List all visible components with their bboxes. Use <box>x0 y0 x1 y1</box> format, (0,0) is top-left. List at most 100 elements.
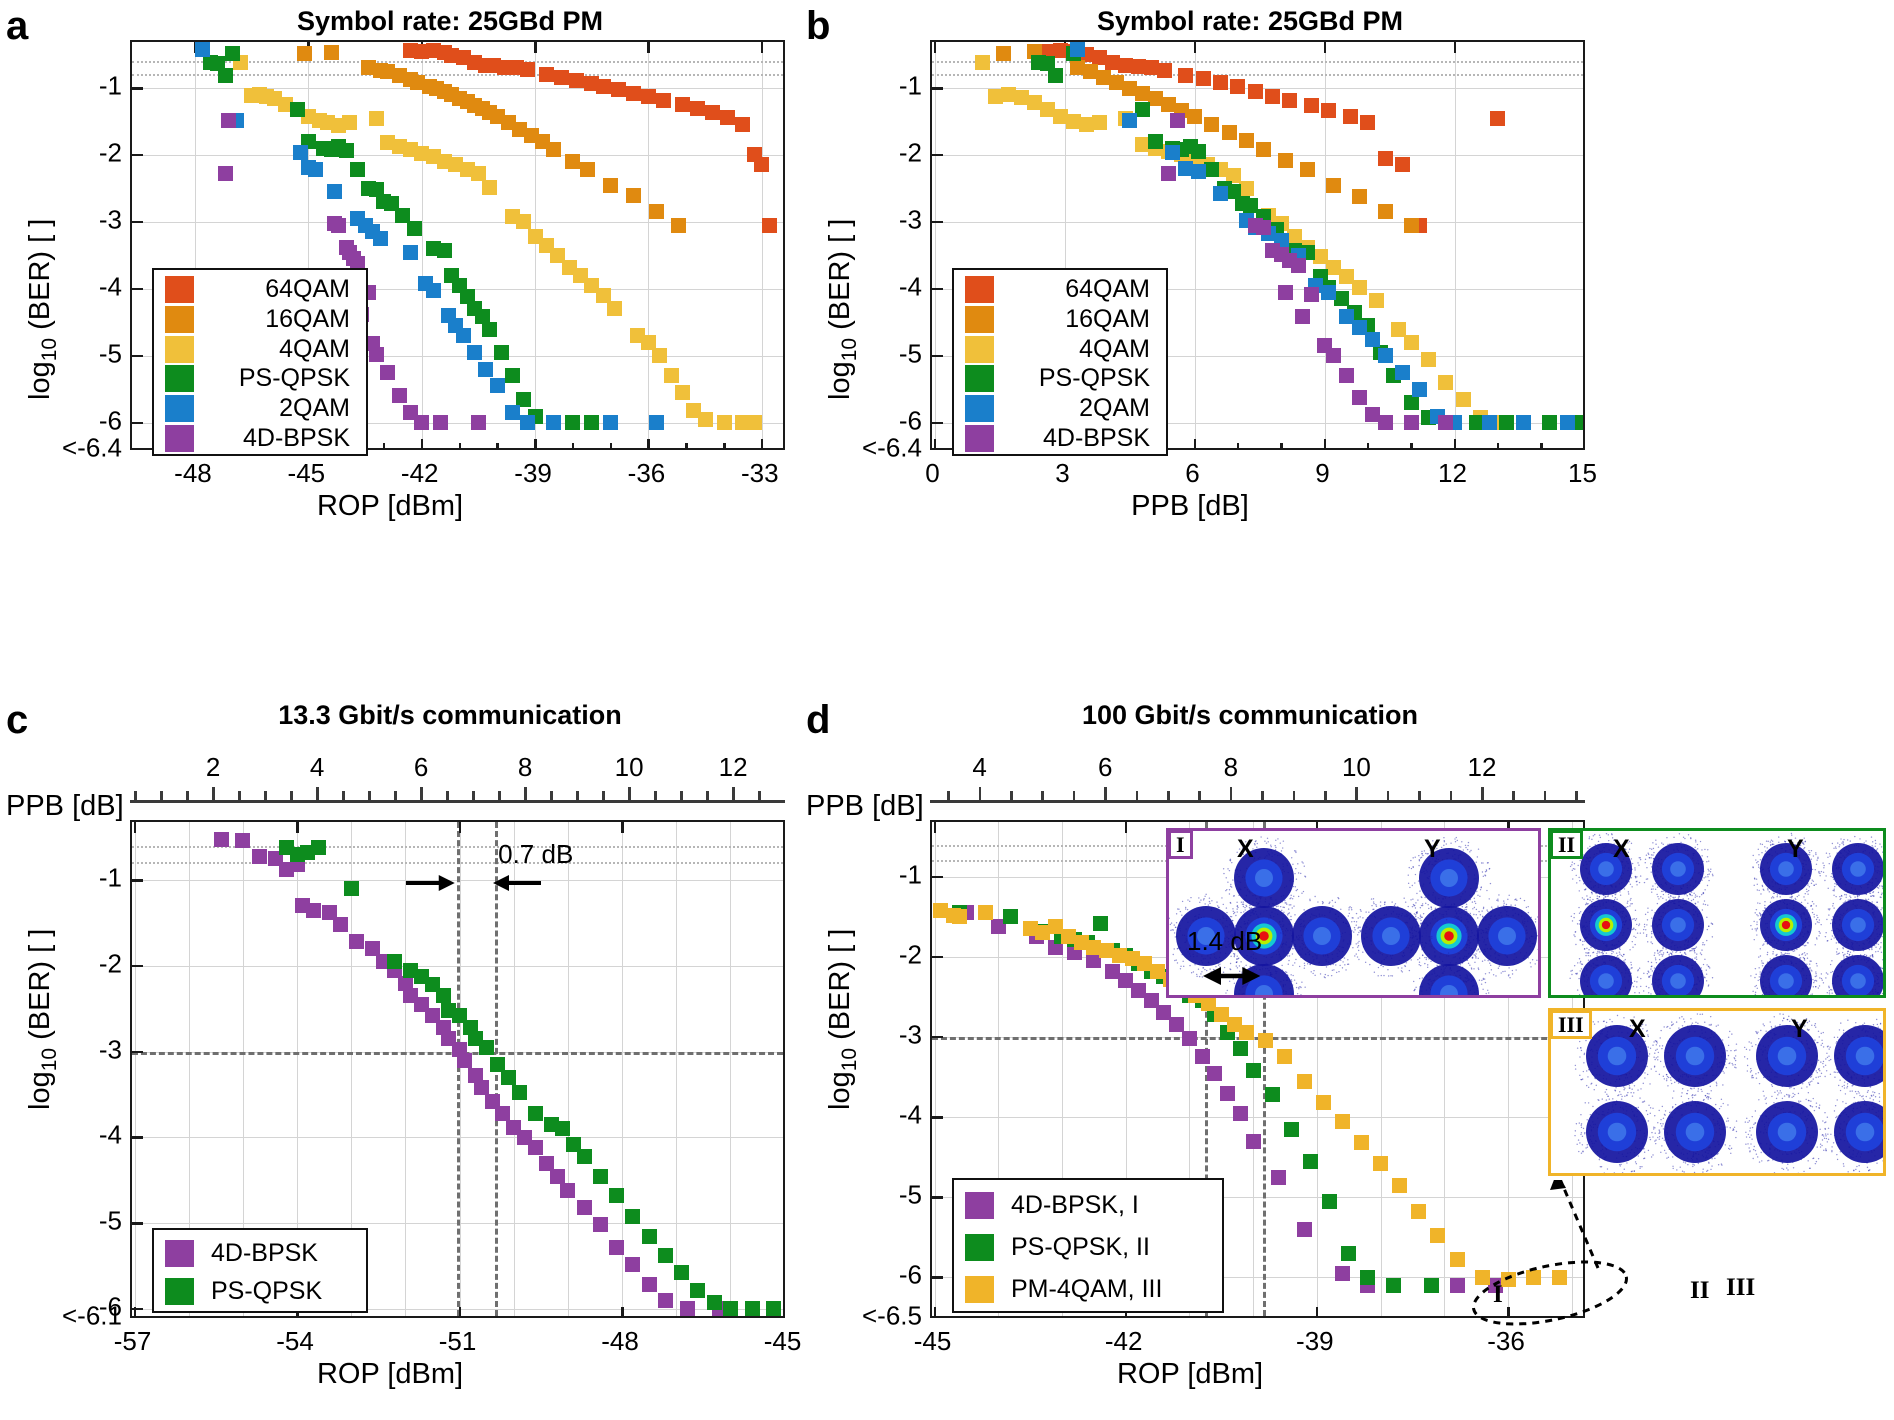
y-tickmark <box>932 1116 943 1119</box>
x-tick-label: 0 <box>925 458 939 489</box>
x-tickmark-top <box>934 42 937 53</box>
inset-y-pol-label: Y <box>1791 1015 1808 1044</box>
data-marker <box>1256 220 1271 235</box>
data-marker <box>1191 144 1206 159</box>
data-marker <box>1248 84 1263 99</box>
data-marker <box>675 385 690 400</box>
top-axis-minor-tick <box>550 791 553 800</box>
top-axis-minor-tick <box>947 791 950 800</box>
data-marker <box>1271 1170 1286 1185</box>
legend-label: 4D-BPSK <box>211 1239 318 1268</box>
legend-swatch <box>965 336 994 363</box>
data-marker <box>214 832 229 847</box>
data-marker <box>297 46 312 61</box>
data-marker <box>392 388 407 403</box>
gridline-v <box>676 822 677 1316</box>
data-marker <box>1246 1134 1261 1149</box>
data-marker <box>996 46 1011 61</box>
y-tickmark <box>132 87 143 90</box>
data-marker <box>471 415 486 430</box>
panel-d-label: d <box>806 700 830 740</box>
top-axis-tick-label: 10 <box>1342 752 1371 783</box>
y-tick-label: -2 <box>810 137 922 168</box>
legend-label: 16QAM <box>194 305 350 334</box>
y-tickmark <box>932 154 943 157</box>
x-minor-tickmark <box>1410 443 1413 450</box>
data-marker <box>656 93 671 108</box>
constellation-plot <box>1551 831 1886 998</box>
data-marker <box>705 105 720 120</box>
x-minor-tickmark <box>1497 443 1500 450</box>
legend-label: 64QAM <box>994 275 1150 304</box>
data-marker <box>1542 415 1557 430</box>
gridline-v <box>422 42 423 448</box>
top-axis-tick-label: 4 <box>310 752 324 783</box>
x-tickmark <box>1584 439 1586 450</box>
panel-d-xlabel: ROP [dBm] <box>1040 1358 1340 1391</box>
legend-label: 16QAM <box>994 305 1150 334</box>
data-marker <box>1499 415 1514 430</box>
data-marker <box>1326 178 1341 193</box>
data-marker <box>494 345 509 360</box>
panel-a-label: a <box>6 6 28 46</box>
top-axis-minor-tick <box>134 791 137 800</box>
data-marker <box>501 1070 516 1085</box>
top-axis-tick-label: 10 <box>615 752 644 783</box>
y-tick-label: -6 <box>810 1260 922 1291</box>
data-marker <box>426 283 441 298</box>
y-tick-label: -5 <box>810 338 922 369</box>
data-marker <box>1352 189 1367 204</box>
inset-y-pol-label: Y <box>1787 835 1804 864</box>
y-tick-label: -3 <box>810 1019 922 1050</box>
data-marker <box>1233 1041 1248 1056</box>
x-tickmark-top <box>621 822 624 833</box>
data-marker <box>1456 392 1471 407</box>
x-tick-label: -42 <box>401 458 439 489</box>
data-marker <box>1178 68 1193 83</box>
top-axis-minor-tick <box>264 791 267 800</box>
panel-b-legend: 64QAM 16QAM 4QAM PS-QPSK 2QAM 4D-BPSK <box>952 268 1168 456</box>
data-marker <box>1321 103 1336 118</box>
data-marker <box>626 86 641 101</box>
data-marker <box>1343 109 1358 124</box>
data-marker <box>1395 365 1410 380</box>
data-marker <box>717 415 732 430</box>
data-marker <box>467 345 482 360</box>
x-tickmark-top <box>934 822 937 833</box>
data-marker <box>1369 293 1384 308</box>
y-tickmark <box>932 1036 943 1039</box>
x-tick-label: 12 <box>1438 458 1467 489</box>
data-marker <box>690 101 705 116</box>
y-tickmark <box>132 288 143 291</box>
data-marker <box>1373 1156 1388 1171</box>
legend-item: 2QAM <box>954 394 1166 424</box>
callout-numeral-ii: II <box>1690 1277 1709 1305</box>
data-marker <box>1291 258 1306 273</box>
x-tick-label: -39 <box>514 458 552 489</box>
data-marker <box>456 328 471 343</box>
y-tickmark <box>932 422 943 425</box>
legend-swatch <box>165 306 194 333</box>
legend-item: PS-QPSK <box>954 364 1166 394</box>
y-tick-label: -4 <box>810 271 922 302</box>
data-marker <box>252 849 267 864</box>
x-tickmark <box>784 1307 786 1318</box>
gridline-v <box>1195 42 1196 448</box>
x-tick-label: -45 <box>914 1326 952 1357</box>
data-marker <box>1196 71 1211 86</box>
x-tick-label: -33 <box>741 458 779 489</box>
top-axis-minor-tick <box>1041 791 1044 800</box>
y-tick-label: -5 <box>10 1206 122 1237</box>
x-minor-tickmark <box>610 443 613 450</box>
y-tick-label: -2 <box>810 939 922 970</box>
x-tick-label: -48 <box>601 1326 639 1357</box>
legend-swatch <box>165 1240 194 1267</box>
data-marker <box>577 1200 592 1215</box>
top-axis-minor-tick <box>680 791 683 800</box>
data-marker <box>479 1040 494 1055</box>
data-marker <box>478 362 493 377</box>
data-marker <box>342 115 357 130</box>
gridline-v <box>535 42 536 448</box>
data-marker <box>1378 415 1393 430</box>
data-marker <box>1213 75 1228 90</box>
